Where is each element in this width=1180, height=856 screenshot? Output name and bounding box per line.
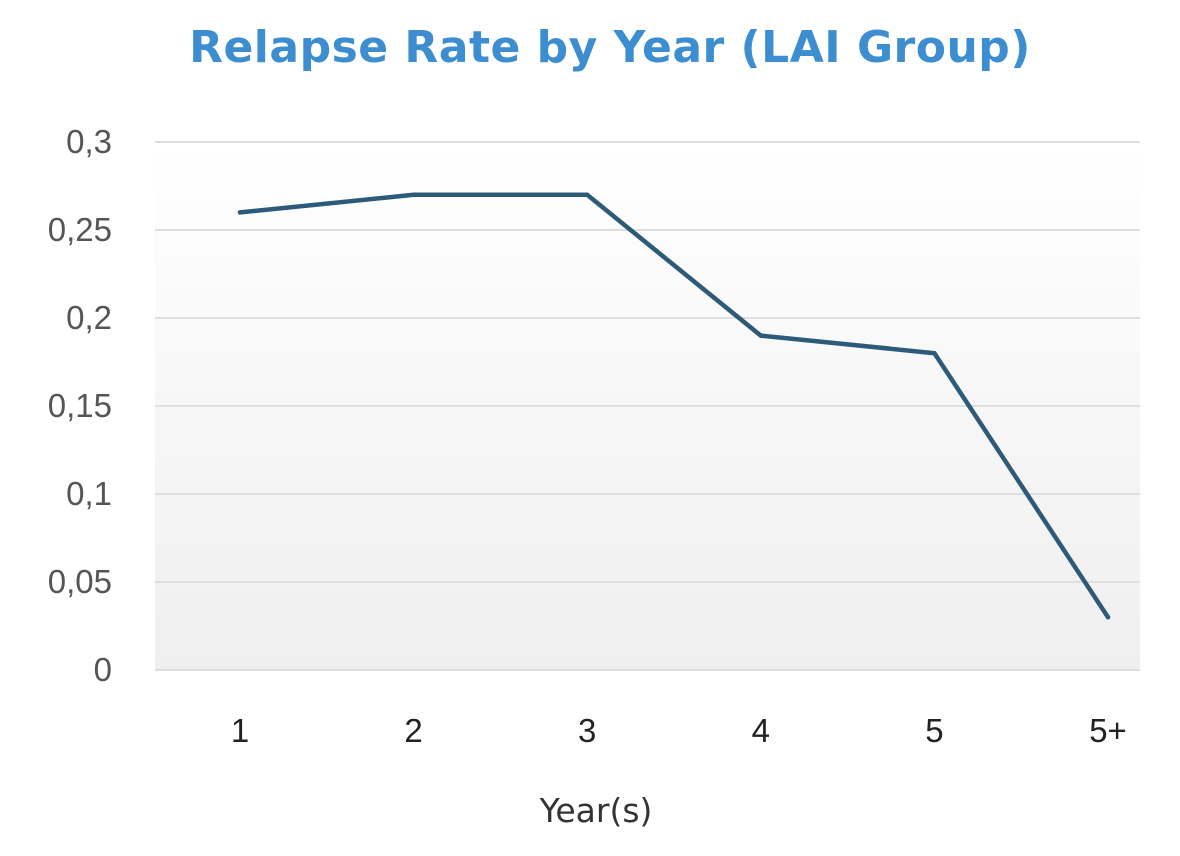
chart-title: Relapse Rate by Year (LAI Group) bbox=[189, 22, 1031, 73]
data-point bbox=[585, 192, 590, 197]
x-tick-label: 5 bbox=[925, 712, 943, 749]
y-tick-label: 0,2 bbox=[66, 299, 112, 336]
series-line bbox=[237, 192, 1111, 620]
x-axis-ticks: 1 2 3 4 5 5+ bbox=[231, 712, 1127, 749]
x-tick-label: 5+ bbox=[1089, 712, 1127, 749]
series-layer bbox=[237, 192, 1111, 620]
y-tick-label: 0,05 bbox=[48, 563, 112, 600]
x-tick-label: 1 bbox=[231, 712, 249, 749]
x-tick-label: 2 bbox=[404, 712, 422, 749]
grid-lines bbox=[155, 141, 1140, 671]
x-axis-label: Year(s) bbox=[539, 791, 653, 830]
y-tick-label: 0 bbox=[94, 651, 112, 688]
data-point bbox=[411, 192, 416, 197]
data-point bbox=[237, 210, 243, 215]
y-tick-label: 0,15 bbox=[48, 387, 112, 424]
data-point bbox=[758, 333, 763, 338]
x-tick-label: 3 bbox=[578, 712, 596, 749]
y-tick-label: 0,3 bbox=[66, 123, 112, 160]
y-tick-label: 0,1 bbox=[66, 475, 112, 512]
data-point bbox=[1105, 615, 1111, 620]
data-point bbox=[932, 351, 937, 356]
x-tick-label: 4 bbox=[752, 712, 770, 749]
y-tick-label: 0,25 bbox=[48, 211, 112, 248]
y-axis-ticks: 0 0,05 0,1 0,15 0,2 0,25 0,3 bbox=[48, 123, 112, 688]
